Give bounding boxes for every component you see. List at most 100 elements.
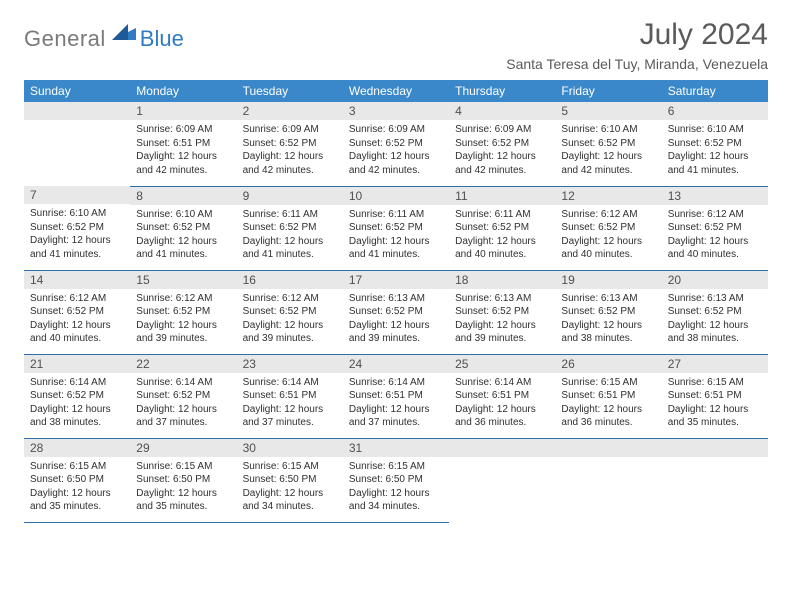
day-number [24, 102, 130, 120]
calendar-cell [555, 438, 661, 522]
day-number: 15 [130, 271, 236, 289]
day-number: 7 [24, 186, 130, 204]
day-body: Sunrise: 6:10 AMSunset: 6:52 PMDaylight:… [662, 120, 768, 181]
day-number: 10 [343, 187, 449, 205]
day-number: 23 [237, 355, 343, 373]
month-title: July 2024 [506, 18, 768, 52]
day-number: 25 [449, 355, 555, 373]
brand-logo: General Blue [24, 18, 184, 53]
calendar-cell: 21Sunrise: 6:14 AMSunset: 6:52 PMDayligh… [24, 354, 130, 438]
day-number: 9 [237, 187, 343, 205]
calendar-cell: 26Sunrise: 6:15 AMSunset: 6:51 PMDayligh… [555, 354, 661, 438]
calendar-cell: 10Sunrise: 6:11 AMSunset: 6:52 PMDayligh… [343, 186, 449, 270]
calendar-cell: 25Sunrise: 6:14 AMSunset: 6:51 PMDayligh… [449, 354, 555, 438]
day-body: Sunrise: 6:15 AMSunset: 6:51 PMDaylight:… [662, 373, 768, 434]
day-number: 18 [449, 271, 555, 289]
day-body: Sunrise: 6:15 AMSunset: 6:51 PMDaylight:… [555, 373, 661, 434]
calendar-cell: 1Sunrise: 6:09 AMSunset: 6:51 PMDaylight… [130, 102, 236, 186]
day-body: Sunrise: 6:11 AMSunset: 6:52 PMDaylight:… [237, 205, 343, 266]
day-number: 17 [343, 271, 449, 289]
brand-text-blue: Blue [140, 26, 184, 52]
calendar-cell: 22Sunrise: 6:14 AMSunset: 6:52 PMDayligh… [130, 354, 236, 438]
title-block: July 2024 Santa Teresa del Tuy, Miranda,… [506, 18, 768, 72]
calendar-cell: 3Sunrise: 6:09 AMSunset: 6:52 PMDaylight… [343, 102, 449, 186]
calendar-cell: 11Sunrise: 6:11 AMSunset: 6:52 PMDayligh… [449, 186, 555, 270]
day-number: 20 [662, 271, 768, 289]
calendar-cell [24, 102, 130, 186]
day-body: Sunrise: 6:09 AMSunset: 6:52 PMDaylight:… [237, 120, 343, 181]
calendar-row: 7Sunrise: 6:10 AMSunset: 6:52 PMDaylight… [24, 186, 768, 270]
weekday-header: Tuesday [237, 80, 343, 102]
calendar-cell: 17Sunrise: 6:13 AMSunset: 6:52 PMDayligh… [343, 270, 449, 354]
weekday-header: Sunday [24, 80, 130, 102]
day-body [555, 457, 661, 464]
day-number: 24 [343, 355, 449, 373]
day-number: 22 [130, 355, 236, 373]
brand-shape-icon [112, 24, 136, 45]
day-number: 29 [130, 439, 236, 457]
day-number: 3 [343, 102, 449, 120]
day-body: Sunrise: 6:12 AMSunset: 6:52 PMDaylight:… [555, 205, 661, 266]
calendar-cell: 23Sunrise: 6:14 AMSunset: 6:51 PMDayligh… [237, 354, 343, 438]
day-body: Sunrise: 6:14 AMSunset: 6:51 PMDaylight:… [343, 373, 449, 434]
calendar-body: 1Sunrise: 6:09 AMSunset: 6:51 PMDaylight… [24, 102, 768, 522]
day-number: 28 [24, 439, 130, 457]
calendar-cell: 24Sunrise: 6:14 AMSunset: 6:51 PMDayligh… [343, 354, 449, 438]
brand-text-gray: General [24, 26, 106, 52]
calendar-cell: 9Sunrise: 6:11 AMSunset: 6:52 PMDaylight… [237, 186, 343, 270]
calendar-cell: 15Sunrise: 6:12 AMSunset: 6:52 PMDayligh… [130, 270, 236, 354]
day-number: 14 [24, 271, 130, 289]
day-body: Sunrise: 6:12 AMSunset: 6:52 PMDaylight:… [130, 289, 236, 350]
day-body: Sunrise: 6:09 AMSunset: 6:51 PMDaylight:… [130, 120, 236, 181]
calendar-cell: 27Sunrise: 6:15 AMSunset: 6:51 PMDayligh… [662, 354, 768, 438]
calendar-cell: 7Sunrise: 6:10 AMSunset: 6:52 PMDaylight… [24, 186, 130, 270]
day-body [662, 457, 768, 464]
day-body: Sunrise: 6:12 AMSunset: 6:52 PMDaylight:… [24, 289, 130, 350]
day-number: 8 [130, 187, 236, 205]
calendar-cell: 31Sunrise: 6:15 AMSunset: 6:50 PMDayligh… [343, 438, 449, 522]
weekday-header: Wednesday [343, 80, 449, 102]
day-number: 2 [237, 102, 343, 120]
calendar-cell: 12Sunrise: 6:12 AMSunset: 6:52 PMDayligh… [555, 186, 661, 270]
day-number [662, 439, 768, 457]
calendar-cell: 6Sunrise: 6:10 AMSunset: 6:52 PMDaylight… [662, 102, 768, 186]
day-body: Sunrise: 6:11 AMSunset: 6:52 PMDaylight:… [449, 205, 555, 266]
day-body: Sunrise: 6:15 AMSunset: 6:50 PMDaylight:… [237, 457, 343, 518]
day-body: Sunrise: 6:10 AMSunset: 6:52 PMDaylight:… [24, 204, 130, 265]
calendar-table: SundayMondayTuesdayWednesdayThursdayFrid… [24, 80, 768, 523]
calendar-cell: 14Sunrise: 6:12 AMSunset: 6:52 PMDayligh… [24, 270, 130, 354]
day-number [449, 439, 555, 457]
location-text: Santa Teresa del Tuy, Miranda, Venezuela [506, 56, 768, 72]
day-number: 6 [662, 102, 768, 120]
day-body: Sunrise: 6:14 AMSunset: 6:52 PMDaylight:… [24, 373, 130, 434]
day-number: 4 [449, 102, 555, 120]
day-body: Sunrise: 6:12 AMSunset: 6:52 PMDaylight:… [237, 289, 343, 350]
calendar-cell: 5Sunrise: 6:10 AMSunset: 6:52 PMDaylight… [555, 102, 661, 186]
day-number: 30 [237, 439, 343, 457]
day-body: Sunrise: 6:11 AMSunset: 6:52 PMDaylight:… [343, 205, 449, 266]
calendar-cell: 30Sunrise: 6:15 AMSunset: 6:50 PMDayligh… [237, 438, 343, 522]
weekday-header: Saturday [662, 80, 768, 102]
calendar-row: 1Sunrise: 6:09 AMSunset: 6:51 PMDaylight… [24, 102, 768, 186]
calendar-row: 14Sunrise: 6:12 AMSunset: 6:52 PMDayligh… [24, 270, 768, 354]
calendar-cell [449, 438, 555, 522]
day-body: Sunrise: 6:15 AMSunset: 6:50 PMDaylight:… [343, 457, 449, 518]
day-body: Sunrise: 6:14 AMSunset: 6:51 PMDaylight:… [237, 373, 343, 434]
weekday-header: Thursday [449, 80, 555, 102]
day-body: Sunrise: 6:15 AMSunset: 6:50 PMDaylight:… [24, 457, 130, 518]
day-body [24, 120, 130, 127]
calendar-cell: 18Sunrise: 6:13 AMSunset: 6:52 PMDayligh… [449, 270, 555, 354]
calendar-cell: 29Sunrise: 6:15 AMSunset: 6:50 PMDayligh… [130, 438, 236, 522]
day-number: 27 [662, 355, 768, 373]
day-number: 12 [555, 187, 661, 205]
calendar-cell: 19Sunrise: 6:13 AMSunset: 6:52 PMDayligh… [555, 270, 661, 354]
calendar-cell: 28Sunrise: 6:15 AMSunset: 6:50 PMDayligh… [24, 438, 130, 522]
day-number: 1 [130, 102, 236, 120]
calendar-cell: 8Sunrise: 6:10 AMSunset: 6:52 PMDaylight… [130, 186, 236, 270]
day-number: 26 [555, 355, 661, 373]
day-number: 13 [662, 187, 768, 205]
day-body: Sunrise: 6:09 AMSunset: 6:52 PMDaylight:… [449, 120, 555, 181]
day-number: 5 [555, 102, 661, 120]
calendar-cell: 16Sunrise: 6:12 AMSunset: 6:52 PMDayligh… [237, 270, 343, 354]
day-body [449, 457, 555, 464]
